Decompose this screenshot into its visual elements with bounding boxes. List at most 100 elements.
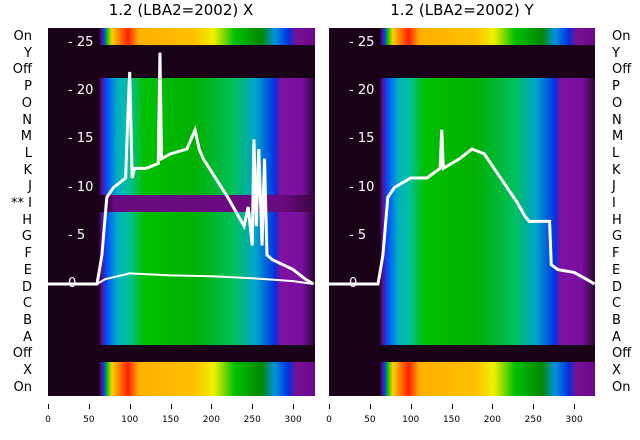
row-label-right: M [612, 129, 624, 145]
x-tick [492, 404, 494, 409]
x-tick [211, 404, 213, 409]
y-tick-label: 0 [349, 276, 358, 291]
row-label-left: E [23, 262, 32, 278]
row-label-left: M [20, 129, 32, 145]
row-label-left: C [22, 296, 32, 312]
row-label-left: Off [12, 62, 32, 78]
row-label-right: I [612, 196, 616, 211]
x-tick-label: 150 [442, 415, 461, 425]
spectrum-band [329, 78, 595, 345]
x-tick [88, 404, 90, 409]
spectrum-band [329, 362, 595, 396]
x-tick [48, 404, 49, 409]
row-label-right: F [612, 246, 620, 262]
y-tick-label: - 15 [68, 131, 94, 147]
y-tick-label: - 10 [68, 179, 94, 195]
row-label-right: Y [612, 45, 620, 61]
x-tick-label: 300 [565, 415, 583, 425]
row-label-left: D [21, 279, 32, 295]
row-label-right: G [612, 229, 623, 245]
row-label-right: B [612, 312, 621, 328]
row-label-left: G [21, 229, 32, 245]
row-label-right: L [612, 145, 620, 161]
bandpass-plot [48, 52, 315, 286]
row-label-right: O [612, 95, 623, 111]
row-label-right: C [612, 296, 622, 312]
row-label-left: ** I [11, 196, 32, 211]
row-label-left: J [28, 179, 32, 195]
series-line [48, 272, 314, 285]
row-label-right: E [612, 262, 621, 278]
row-label-left: X [23, 363, 32, 378]
row-label-right: X [612, 363, 621, 378]
spectrum-band [48, 45, 315, 78]
row-label-right: J [612, 179, 616, 195]
row-label-right: On [612, 379, 631, 395]
row-label-right: A [612, 329, 621, 345]
x-tick-label: 150 [161, 415, 180, 425]
row-label-right: D [612, 279, 623, 295]
row-label-left: On [13, 379, 32, 395]
y-tick-label: - 25 [68, 35, 94, 50]
x-tick [369, 404, 371, 409]
row-label-left: Y [24, 45, 32, 61]
row-label-left: L [24, 145, 32, 161]
y-tick-label: 0 [68, 276, 77, 291]
x-tick-label: 250 [524, 415, 542, 425]
row-label-right: N [612, 112, 622, 128]
row-label-left: H [22, 212, 32, 228]
row-label-left: F [24, 246, 32, 262]
row-label-left: B [23, 312, 32, 328]
y-tick-label: - 5 [68, 227, 86, 243]
row-label-right: On [612, 29, 631, 44]
x-tick [410, 404, 412, 409]
x-tick [293, 404, 295, 409]
x-tick-label: 100 [402, 415, 420, 425]
x-tick [129, 404, 131, 409]
x-tick-label: 0 [326, 415, 332, 425]
x-tick [252, 404, 254, 409]
x-tick-label: 300 [284, 415, 302, 425]
series-line [329, 129, 595, 286]
x-tick-label: 50 [364, 415, 376, 425]
right-chart-title: 1.2 (LBA2=2002) Y [390, 1, 534, 19]
right-spectrum-panel: 0 - 5 - 10 - 15 - 20 - 25 [329, 28, 595, 396]
row-label-left: Off [12, 346, 32, 362]
x-tick [329, 404, 330, 409]
spectrum-band [48, 345, 315, 362]
row-label-left: P [24, 79, 32, 95]
series-line [48, 52, 315, 286]
spectrum-band [48, 28, 315, 45]
row-label-left: O [21, 95, 32, 111]
row-label-right: K [612, 162, 621, 178]
x-tick [574, 404, 576, 409]
row-label-left: N [22, 112, 32, 128]
y-tick-label: - 5 [349, 227, 367, 243]
bandpass-plot [329, 129, 595, 286]
row-label-right: Off [612, 346, 632, 362]
y-tick-label: - 10 [349, 179, 375, 195]
row-label-right: P [612, 79, 620, 95]
x-tick-label: 0 [45, 415, 51, 425]
spectrum-band [329, 45, 595, 78]
row-label-left: On [13, 29, 32, 44]
x-tick-label: 200 [483, 415, 501, 425]
x-tick-label: 200 [202, 415, 220, 425]
row-label-left: K [23, 162, 32, 178]
left-chart-title: 1.2 (LBA2=2002) X [108, 1, 254, 19]
x-tick-label: 50 [83, 415, 95, 425]
x-tick [451, 404, 453, 409]
row-label-left: A [23, 329, 32, 345]
y-tick-label: - 25 [349, 35, 375, 50]
spectrum-band [329, 345, 595, 362]
y-tick-label: - 20 [349, 83, 375, 99]
spectrum-band [329, 28, 595, 45]
row-label-right: H [612, 212, 622, 228]
x-tick-label: 250 [243, 415, 261, 425]
spectrum-band [48, 362, 315, 396]
x-tick-label: 100 [121, 415, 139, 425]
y-tick-label: - 20 [68, 83, 94, 99]
x-tick [533, 404, 535, 409]
left-spectrum-panel: 0 - 5 - 10 - 15 - 20 - 25 [48, 28, 315, 396]
row-label-right: Off [612, 62, 632, 78]
